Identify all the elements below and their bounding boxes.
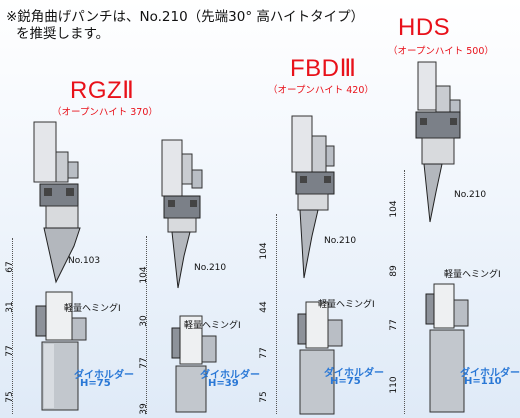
- fbd3-title: FBDⅢ: [290, 55, 357, 82]
- rgz2-210-die-drawing: [171, 315, 217, 413]
- fbd3-dieholder-value: H=75: [330, 376, 361, 387]
- rgz2-210-dim-1: 104: [139, 266, 149, 284]
- fbd3-dim-4: 75: [259, 391, 269, 403]
- rgz2-210-hemming-label: 軽量ヘミングⅠ: [184, 321, 241, 331]
- fbd3-punch-label: No.210: [324, 236, 357, 246]
- note-line-1: ※鋭角曲げパンチは、No.210（先端30° 高ハイトタイプ）: [6, 9, 365, 25]
- rgz2-punch-drawing: [33, 121, 81, 284]
- fbd3-dimension-line: [276, 214, 278, 414]
- hds-punch-label: No.210: [454, 190, 487, 200]
- hds-punch-drawing: [415, 61, 461, 223]
- rgz2-210-punch-drawing: [161, 139, 203, 289]
- rgz2-title: RGZⅡ: [70, 77, 135, 104]
- rgz2-210-punch-label: No.210: [194, 263, 227, 273]
- fbd3-dim-1: 104: [259, 242, 269, 260]
- hds-dim-1: 104: [389, 200, 399, 218]
- rgz2-210-dim-2: 30: [139, 315, 149, 327]
- rgz2-dim-1: 67: [5, 261, 15, 273]
- fbd3-punch-drawing: [291, 115, 335, 279]
- rgz2-210-dieholder-label: ダイホルダー: [200, 370, 260, 381]
- hds-dim-3: 77: [389, 319, 399, 331]
- fbd3-hemming-label: 軽量ヘミングⅠ: [318, 300, 375, 310]
- hds-dieholder-label: ダイホルダー: [460, 368, 520, 379]
- fbd3-dieholder-label: ダイホルダー: [324, 368, 384, 379]
- hds-subtitle: （オープンハイト 500）: [388, 46, 494, 57]
- rgz2-dieholder-label: ダイホルダー: [74, 370, 134, 381]
- rgz2-die-drawing: [35, 291, 87, 411]
- rgz2-dim-2: 31: [5, 301, 15, 313]
- rgz2-210-dieholder-value: H=39: [208, 378, 239, 389]
- fbd3-subtitle: （オープンハイト 420）: [268, 85, 374, 96]
- rgz2-dim-4: 75: [5, 391, 15, 403]
- hds-dim-4: 110: [389, 376, 399, 394]
- rgz2-dieholder-value: H=75: [80, 378, 111, 389]
- rgz2-subtitle: （オープンハイト 370）: [52, 107, 158, 118]
- rgz2-210-dimension-line: [146, 236, 148, 414]
- rgz2-dimension-line: [12, 238, 14, 414]
- note-line-2: を推奨します。: [16, 26, 110, 42]
- rgz2-hemming-label: 軽量ヘミングⅠ: [64, 304, 121, 314]
- fbd3-dim-3: 77: [259, 347, 269, 359]
- hds-dimension-line: [404, 170, 406, 414]
- hds-dim-2: 89: [389, 265, 399, 277]
- fbd3-dim-2: 44: [259, 301, 269, 313]
- rgz2-210-dim-4: 39: [139, 403, 149, 415]
- hds-title: HDS: [398, 14, 451, 41]
- rgz2-punch-label: No.103: [68, 256, 101, 266]
- rgz2-dim-3: 77: [5, 345, 15, 357]
- rgz2-210-dim-3: 77: [139, 357, 149, 369]
- hds-hemming-label: 軽量ヘミングⅠ: [444, 270, 501, 280]
- fbd3-die-drawing: [297, 301, 343, 415]
- hds-die-drawing: [425, 283, 469, 413]
- hds-dieholder-value: H=110: [464, 376, 502, 387]
